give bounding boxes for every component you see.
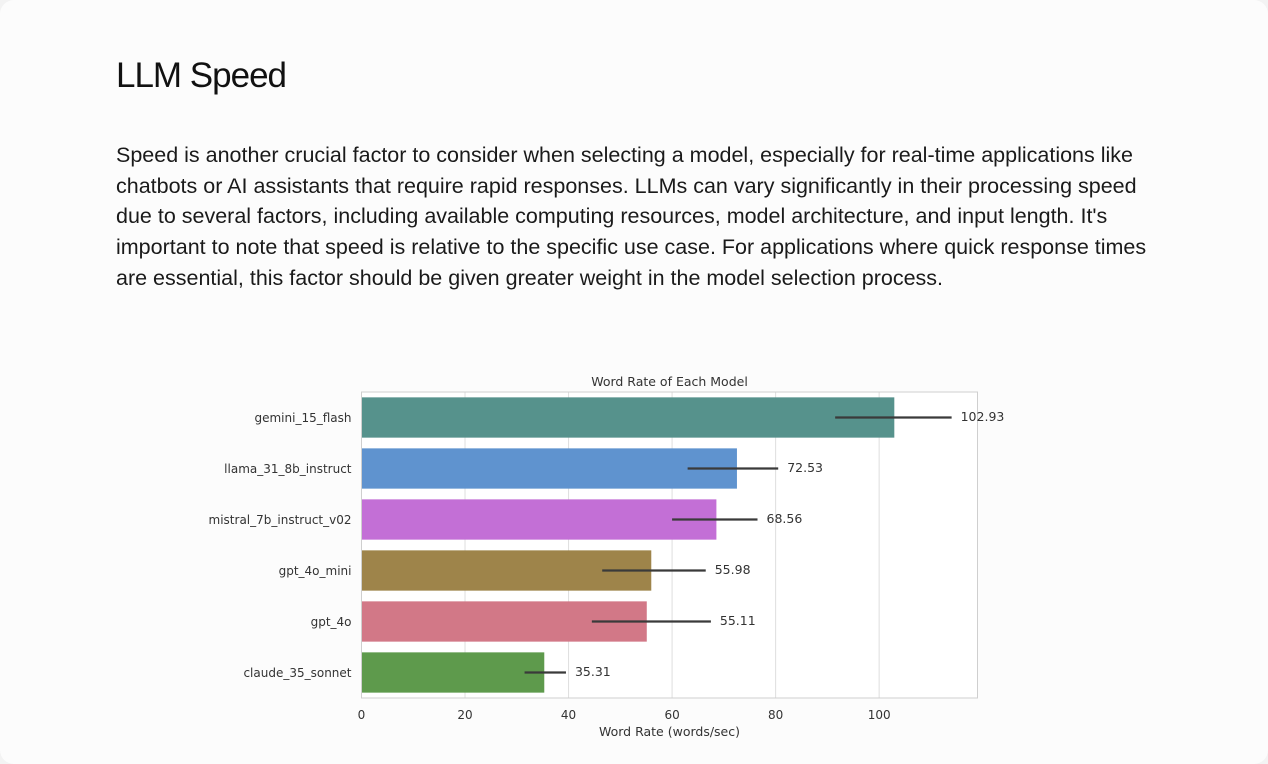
page-title: LLM Speed (116, 56, 287, 95)
x-tick-label: 60 (664, 708, 679, 722)
value-label: 35.31 (575, 664, 611, 679)
labels: 0 20 40 60 80 100 gemini_15_flash 102.93 llama_3… (209, 409, 1005, 722)
error-bars (524, 416, 952, 674)
intro-paragraph: Speed is another crucial factor to consi… (116, 143, 1147, 290)
value-label: 102.93 (961, 409, 1005, 424)
plot-area (361, 392, 978, 698)
chart-title: Word Rate of Each Model (591, 374, 748, 389)
y-tick-label: gpt_4o (311, 615, 352, 629)
x-tick-label: 0 (358, 708, 366, 722)
y-tick-label: gpt_4o_mini (279, 564, 352, 578)
bar (361, 652, 545, 693)
plot-frame (361, 391, 978, 699)
bar (361, 448, 737, 489)
y-tick-label: llama_31_8b_instruct (224, 462, 352, 476)
bar (361, 397, 895, 438)
x-tick-label: 100 (868, 708, 891, 722)
x-tick-label: 40 (561, 708, 576, 722)
y-tick-label: gemini_15_flash (254, 411, 351, 425)
y-tick-label: mistral_7b_instruct_v02 (209, 513, 352, 527)
value-label: 68.56 (767, 511, 803, 526)
x-tick-label: 20 (457, 708, 472, 722)
value-label: 72.53 (787, 460, 823, 475)
x-axis-label: Word Rate (words/sec) (599, 724, 740, 739)
value-label: 55.11 (720, 613, 756, 628)
bars (361, 397, 895, 693)
y-tick-label: claude_35_sonnet (243, 666, 351, 680)
bar (361, 499, 717, 540)
x-tick-label: 80 (768, 708, 783, 722)
value-label: 55.98 (715, 562, 751, 577)
